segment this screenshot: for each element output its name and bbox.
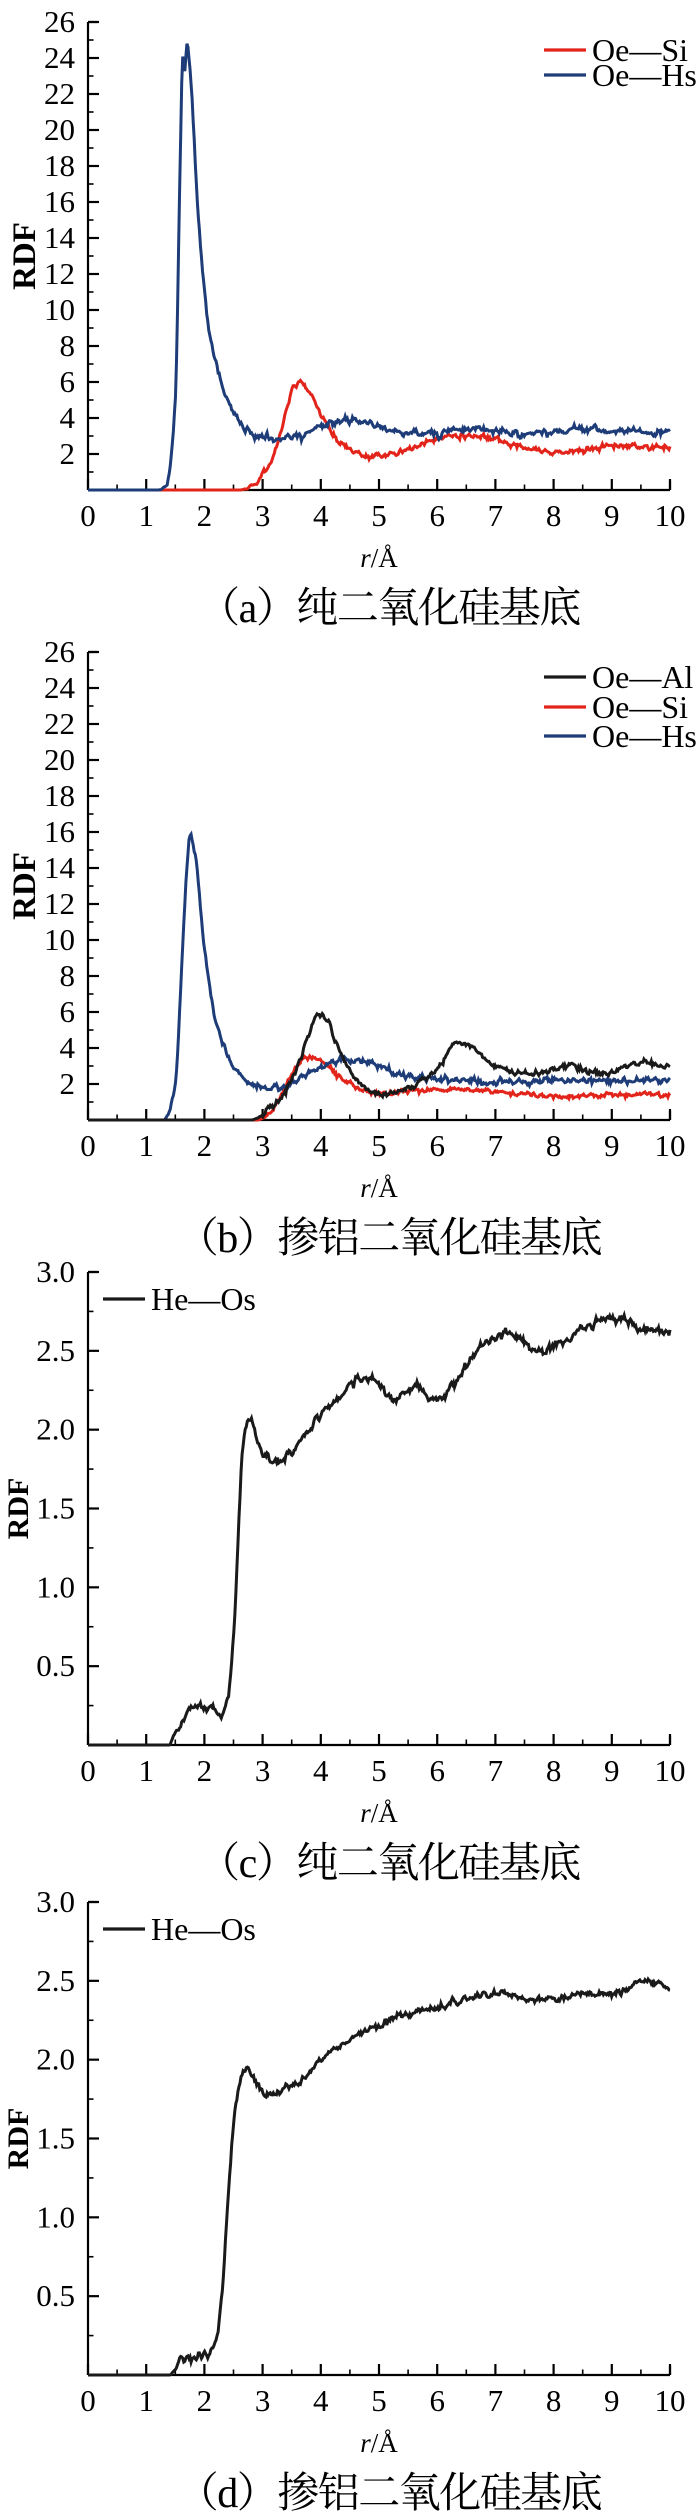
svg-text:26: 26 xyxy=(44,4,75,39)
svg-text:14: 14 xyxy=(44,850,76,885)
svg-text:0: 0 xyxy=(80,1128,96,1163)
svg-text:8: 8 xyxy=(546,1753,562,1788)
svg-text:12: 12 xyxy=(44,886,75,921)
svg-text:8: 8 xyxy=(546,498,562,533)
svg-text:8: 8 xyxy=(60,328,76,363)
svg-text:2: 2 xyxy=(197,1753,213,1788)
svg-text:（a）纯二氧化硅基底: （a）纯二氧化硅基底 xyxy=(198,585,580,630)
svg-text:20: 20 xyxy=(44,742,75,777)
svg-text:4: 4 xyxy=(313,1753,329,1788)
svg-text:12: 12 xyxy=(44,256,75,291)
svg-text:4: 4 xyxy=(313,1128,329,1163)
svg-text:7: 7 xyxy=(488,2383,504,2418)
svg-text:0: 0 xyxy=(80,2383,96,2418)
svg-text:2.5: 2.5 xyxy=(36,1962,75,1997)
svg-text:0.5: 0.5 xyxy=(36,2278,75,2313)
svg-text:6: 6 xyxy=(429,2383,445,2418)
svg-text:10: 10 xyxy=(44,292,75,327)
svg-text:10: 10 xyxy=(44,922,75,957)
svg-text:0: 0 xyxy=(80,1753,96,1788)
svg-text:10: 10 xyxy=(655,1128,686,1163)
svg-text:2: 2 xyxy=(197,498,213,533)
svg-text:9: 9 xyxy=(604,1128,620,1163)
svg-text:2: 2 xyxy=(197,2383,213,2418)
svg-text:5: 5 xyxy=(371,1753,387,1788)
svg-text:He—Os: He—Os xyxy=(151,1281,256,1317)
svg-text:0.5: 0.5 xyxy=(36,1648,75,1683)
svg-text:9: 9 xyxy=(604,498,620,533)
svg-text:1.5: 1.5 xyxy=(36,1491,75,1526)
svg-text:7: 7 xyxy=(488,498,504,533)
svg-text:（c）纯二氧化硅基底: （c）纯二氧化硅基底 xyxy=(198,1840,580,1887)
svg-text:6: 6 xyxy=(429,498,445,533)
svg-text:22: 22 xyxy=(44,706,75,741)
svg-text:1: 1 xyxy=(138,2383,154,2418)
svg-text:1.0: 1.0 xyxy=(36,1569,75,1604)
svg-text:6: 6 xyxy=(429,1128,445,1163)
svg-text:9: 9 xyxy=(604,1753,620,1788)
svg-text:RDF: RDF xyxy=(7,852,43,920)
svg-text:4: 4 xyxy=(313,2383,329,2418)
svg-text:r/Å: r/Å xyxy=(360,2428,398,2458)
svg-text:3: 3 xyxy=(255,498,271,533)
svg-text:4: 4 xyxy=(60,1030,76,1065)
svg-text:8: 8 xyxy=(546,1128,562,1163)
svg-text:4: 4 xyxy=(60,400,76,435)
svg-text:5: 5 xyxy=(371,498,387,533)
svg-text:2: 2 xyxy=(60,436,76,471)
svg-text:Oe—Hs: Oe—Hs xyxy=(592,718,697,754)
svg-text:18: 18 xyxy=(44,148,75,183)
svg-text:3: 3 xyxy=(255,1753,271,1788)
svg-text:1: 1 xyxy=(138,498,154,533)
svg-text:6: 6 xyxy=(60,364,76,399)
svg-text:10: 10 xyxy=(655,2383,686,2418)
svg-text:1: 1 xyxy=(138,1128,154,1163)
svg-text:18: 18 xyxy=(44,778,75,813)
svg-text:5: 5 xyxy=(371,1128,387,1163)
svg-text:4: 4 xyxy=(313,498,329,533)
svg-text:r/Å: r/Å xyxy=(360,1798,398,1828)
svg-text:2.5: 2.5 xyxy=(36,1333,75,1368)
svg-text:20: 20 xyxy=(44,112,75,147)
svg-text:7: 7 xyxy=(488,1753,504,1788)
svg-text:1.5: 1.5 xyxy=(36,2120,75,2155)
svg-text:7: 7 xyxy=(488,1128,504,1163)
svg-text:10: 10 xyxy=(655,498,686,533)
svg-text:2: 2 xyxy=(60,1066,76,1101)
svg-text:Oe—Hs: Oe—Hs xyxy=(592,57,697,93)
svg-text:RDF: RDF xyxy=(7,222,43,290)
svg-text:14: 14 xyxy=(44,220,76,255)
svg-text:5: 5 xyxy=(371,2383,387,2418)
svg-text:10: 10 xyxy=(655,1753,686,1788)
svg-text:（d）掺铝二氧化硅基底: （d）掺铝二氧化硅基底 xyxy=(177,2470,602,2517)
svg-text:r/Å: r/Å xyxy=(360,543,398,573)
svg-text:0: 0 xyxy=(80,498,96,533)
svg-text:2.0: 2.0 xyxy=(36,1412,75,1447)
svg-text:He—Os: He—Os xyxy=(151,1911,256,1947)
svg-text:1.0: 1.0 xyxy=(36,2199,75,2234)
svg-text:9: 9 xyxy=(604,2383,620,2418)
svg-text:6: 6 xyxy=(60,994,76,1029)
svg-text:26: 26 xyxy=(44,634,75,669)
svg-text:6: 6 xyxy=(429,1753,445,1788)
svg-text:8: 8 xyxy=(60,958,76,993)
svg-text:3.0: 3.0 xyxy=(36,1889,75,1919)
svg-text:2.0: 2.0 xyxy=(36,2041,75,2076)
svg-text:16: 16 xyxy=(44,184,75,219)
svg-text:3: 3 xyxy=(255,2383,271,2418)
svg-text:1: 1 xyxy=(138,1753,154,1788)
svg-text:22: 22 xyxy=(44,76,75,111)
svg-text:2: 2 xyxy=(197,1128,213,1163)
svg-text:3.0: 3.0 xyxy=(36,1259,75,1289)
svg-text:r/Å: r/Å xyxy=(360,1173,398,1203)
svg-text:24: 24 xyxy=(44,40,76,75)
svg-text:RDF: RDF xyxy=(2,1478,35,1540)
svg-text:3: 3 xyxy=(255,1128,271,1163)
svg-text:（b）掺铝二氧化硅基底: （b）掺铝二氧化硅基底 xyxy=(177,1215,602,1260)
svg-text:16: 16 xyxy=(44,814,75,849)
svg-text:8: 8 xyxy=(546,2383,562,2418)
svg-text:RDF: RDF xyxy=(2,2107,35,2169)
svg-text:24: 24 xyxy=(44,670,76,705)
